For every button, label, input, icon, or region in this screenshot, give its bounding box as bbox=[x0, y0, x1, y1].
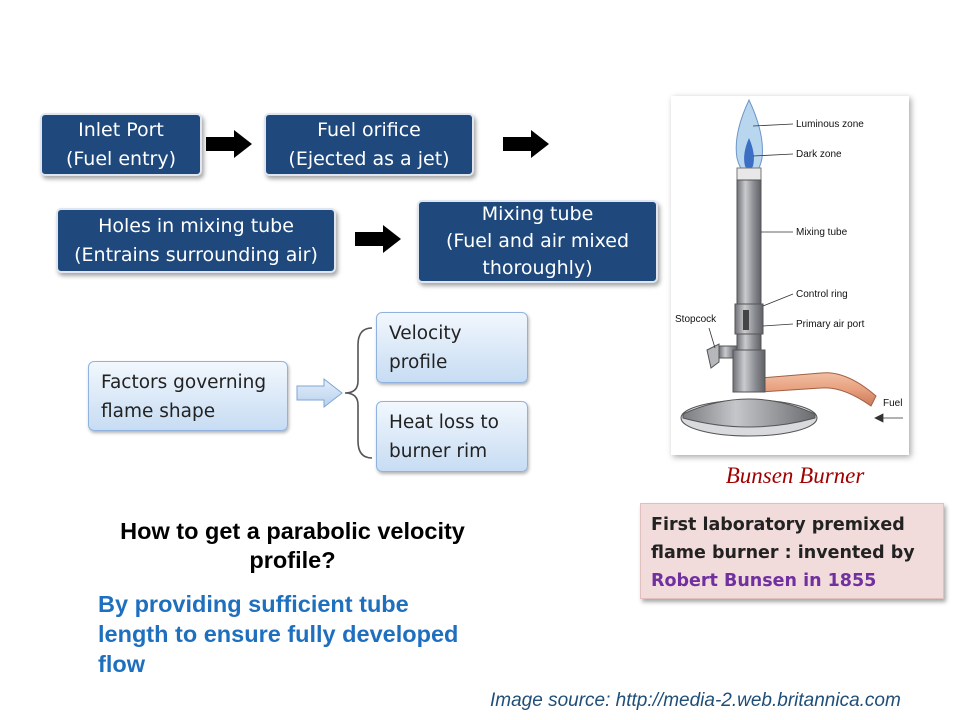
label-control-ring: Control ring bbox=[796, 289, 848, 300]
inlet-port-title: Inlet Port bbox=[78, 118, 164, 141]
label-fuel: Fuel bbox=[883, 398, 902, 409]
heat-loss-box: Heat loss to burner rim bbox=[376, 401, 528, 472]
holes-title: Holes in mixing tube bbox=[98, 214, 294, 237]
fuel-orifice-box: Fuel orifice (Ejected as a jet) bbox=[264, 113, 474, 176]
inlet-port-subtitle: (Fuel entry) bbox=[65, 147, 176, 170]
label-mixing-tube: Mixing tube bbox=[796, 227, 848, 238]
info-line3: Robert Bunsen in 1855 bbox=[651, 571, 877, 591]
fuel-orifice-title: Fuel orifice bbox=[317, 118, 421, 141]
mixing-tube-line2: (Fuel and air mixed bbox=[445, 230, 630, 252]
label-luminous-zone: Luminous zone bbox=[796, 119, 864, 130]
mixing-tube-title: Mixing tube bbox=[481, 203, 594, 225]
answer-line2: length to ensure fully developed bbox=[98, 621, 459, 647]
answer-line1: By providing sufficient tube bbox=[98, 591, 409, 617]
inventor-info-box: First laboratory premixed flame burner :… bbox=[640, 503, 944, 599]
answer-line3: flow bbox=[98, 651, 145, 677]
holes-subtitle: (Entrains surrounding air) bbox=[74, 243, 318, 266]
question-line2: profile? bbox=[249, 547, 336, 573]
label-primary-air-port: Primary air port bbox=[796, 319, 865, 330]
answer-text: By providing sufficient tube length to e… bbox=[98, 589, 538, 679]
holes-in-mixing-tube-box: Holes in mixing tube (Entrains surroundi… bbox=[56, 208, 336, 273]
factors-line1: Factors governing bbox=[101, 372, 267, 393]
velocity-profile-box: Velocity profile bbox=[376, 312, 528, 383]
velocity-line1: Velocity bbox=[389, 323, 462, 344]
mixing-tube-box: Mixing tube (Fuel and air mixed thorough… bbox=[417, 200, 658, 283]
bunsen-burner-illustration: Luminous zone Dark zone Mixing tube Cont… bbox=[671, 96, 909, 455]
illustration-caption: Bunsen Burner bbox=[725, 463, 865, 488]
mixing-tube-line3: thoroughly) bbox=[482, 257, 593, 279]
label-dark-zone: Dark zone bbox=[796, 149, 842, 160]
velocity-line2: profile bbox=[389, 352, 448, 373]
bunsen-burner-drawing: Luminous zone Dark zone Mixing tube Cont… bbox=[675, 98, 903, 437]
question-line1: How to get a parabolic velocity bbox=[120, 518, 465, 544]
fuel-orifice-subtitle: (Ejected as a jet) bbox=[288, 147, 450, 170]
factors-line2: flame shape bbox=[101, 401, 216, 422]
info-line1: First laboratory premixed bbox=[651, 515, 905, 535]
factors-governing-box: Factors governing flame shape bbox=[88, 361, 288, 431]
arrow-right-icon bbox=[206, 130, 252, 158]
question-text: How to get a parabolic velocity profile? bbox=[80, 517, 505, 575]
image-source-credit: Image source: http://media-2.web.britann… bbox=[490, 690, 901, 711]
brace-bracket bbox=[344, 327, 373, 459]
inlet-port-box: Inlet Port (Fuel entry) bbox=[40, 113, 202, 176]
hollow-arrow-icon bbox=[296, 378, 343, 408]
info-line2: flame burner : invented by bbox=[651, 543, 915, 563]
arrow-right-icon bbox=[355, 225, 401, 253]
heatloss-line2: burner rim bbox=[389, 441, 488, 462]
label-stopcock: Stopcock bbox=[675, 314, 717, 325]
arrow-right-icon bbox=[503, 130, 549, 158]
heatloss-line1: Heat loss to bbox=[389, 412, 499, 433]
